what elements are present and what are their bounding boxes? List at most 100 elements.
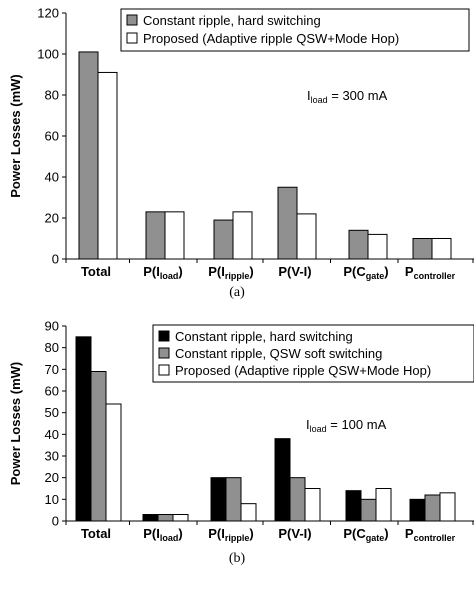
- category-subscript: load: [160, 533, 179, 543]
- legend-swatch: [126, 14, 138, 26]
- bar: [97, 71, 118, 260]
- category-label: P(Iload): [143, 264, 182, 281]
- bar: [345, 490, 362, 522]
- bar: [360, 498, 377, 522]
- category-part: ): [178, 526, 182, 541]
- bar: [289, 477, 306, 522]
- category-label: P(Cgate): [343, 526, 388, 543]
- legend-box: [152, 324, 474, 383]
- annotation-value: = 100 mA: [327, 417, 387, 432]
- legend-box: [120, 8, 470, 52]
- bar: [225, 477, 242, 522]
- bar: [412, 238, 433, 260]
- category-part: P(I: [143, 264, 160, 279]
- bar: [157, 514, 174, 522]
- bar: [409, 498, 426, 522]
- annotation-symbol: I: [307, 88, 311, 103]
- category-part: ): [249, 526, 253, 541]
- legend-swatch: [126, 32, 138, 44]
- bar: [348, 229, 369, 260]
- legend-swatch: [158, 364, 170, 376]
- y-tick-label: 10: [45, 492, 59, 507]
- chart-a: 0 20 40 60 80 100 120 Power Losses (mW) Total P(I…: [8, 6, 474, 300]
- y-axis-title: Power Losses (mW): [8, 74, 23, 198]
- category-subscript: load: [160, 271, 179, 281]
- legend-label: Constant ripple, QSW soft switching: [175, 346, 382, 361]
- category-part: ): [384, 526, 388, 541]
- y-tick-label: 120: [37, 6, 59, 21]
- y-tick-label: 90: [45, 319, 59, 334]
- bar: [439, 492, 456, 522]
- category-subscript: ripple: [225, 533, 250, 543]
- annotation-subscript: load: [311, 95, 328, 105]
- load-current-annotation: Iload = 300 mA: [307, 88, 388, 105]
- category-label: Pcontroller: [405, 264, 456, 281]
- bar: [296, 213, 317, 260]
- category-part: ): [249, 264, 253, 279]
- category-part: ): [178, 264, 182, 279]
- category-part: P(C: [343, 526, 366, 541]
- category-part: P: [405, 526, 414, 541]
- bar: [78, 51, 99, 260]
- bar: [213, 219, 234, 260]
- bar: [145, 211, 166, 260]
- bar: [277, 186, 298, 260]
- y-tick-label: 60: [45, 384, 59, 399]
- bar: [164, 211, 185, 260]
- bar: [142, 514, 159, 522]
- bar: [304, 488, 321, 522]
- legend-label: Proposed (Adaptive ripple QSW+Mode Hop): [175, 363, 431, 378]
- bar: [431, 238, 452, 260]
- bar: [105, 403, 122, 522]
- y-tick-label: 60: [45, 129, 59, 144]
- category-part: P(I: [208, 526, 225, 541]
- bar: [232, 211, 253, 260]
- bar: [172, 514, 189, 522]
- bar: [424, 494, 441, 522]
- category-part: P(C: [343, 264, 366, 279]
- figure-caption: (b): [229, 551, 246, 566]
- category-label: Total: [81, 526, 111, 541]
- y-tick-label: 0: [52, 252, 59, 267]
- bar: [367, 233, 388, 260]
- y-tick-label: 30: [45, 449, 59, 464]
- category-label: Total: [81, 264, 111, 279]
- legend-label: Constant ripple, hard switching: [175, 329, 353, 344]
- y-tick-label: 20: [45, 470, 59, 485]
- category-label: P(V-I): [278, 526, 311, 541]
- y-tick-label: 20: [45, 211, 59, 226]
- legend-label: Proposed (Adaptive ripple QSW+Mode Hop): [143, 31, 399, 46]
- category-part: ): [384, 264, 388, 279]
- category-label: P(Iripple): [208, 264, 253, 281]
- legend-label: Constant ripple, hard switching: [143, 13, 321, 28]
- legend-swatch: [158, 330, 170, 342]
- category-subscript: controller: [414, 271, 456, 281]
- category-label: P(Iload): [143, 526, 182, 543]
- chart-b: 0 10 20 30 40 50 60 70 80 90 Power Losses (mW) Tota…: [8, 319, 474, 566]
- bar: [75, 336, 92, 522]
- bar: [240, 503, 257, 522]
- bar: [90, 371, 107, 522]
- figure-caption: (a): [229, 285, 245, 300]
- load-current-annotation: Iload = 100 mA: [306, 417, 387, 434]
- legend-swatch: [158, 347, 170, 359]
- category-subscript: gate: [366, 271, 385, 281]
- category-subscript: gate: [366, 533, 385, 543]
- annotation-symbol: I: [306, 417, 310, 432]
- annotation-subscript: load: [310, 424, 327, 434]
- y-tick-label: 100: [37, 47, 59, 62]
- category-label: Pcontroller: [405, 526, 456, 543]
- bar: [274, 438, 291, 522]
- y-tick-label: 40: [45, 427, 59, 442]
- category-part: P: [405, 264, 414, 279]
- y-tick-label: 40: [45, 170, 59, 185]
- y-tick-label: 0: [52, 514, 59, 529]
- annotation-value: = 300 mA: [328, 88, 388, 103]
- y-tick-label: 80: [45, 340, 59, 355]
- category-subscript: ripple: [225, 271, 250, 281]
- y-tick-label: 80: [45, 88, 59, 103]
- y-tick-label: 70: [45, 362, 59, 377]
- bar: [210, 477, 227, 522]
- category-label: P(V-I): [278, 264, 311, 279]
